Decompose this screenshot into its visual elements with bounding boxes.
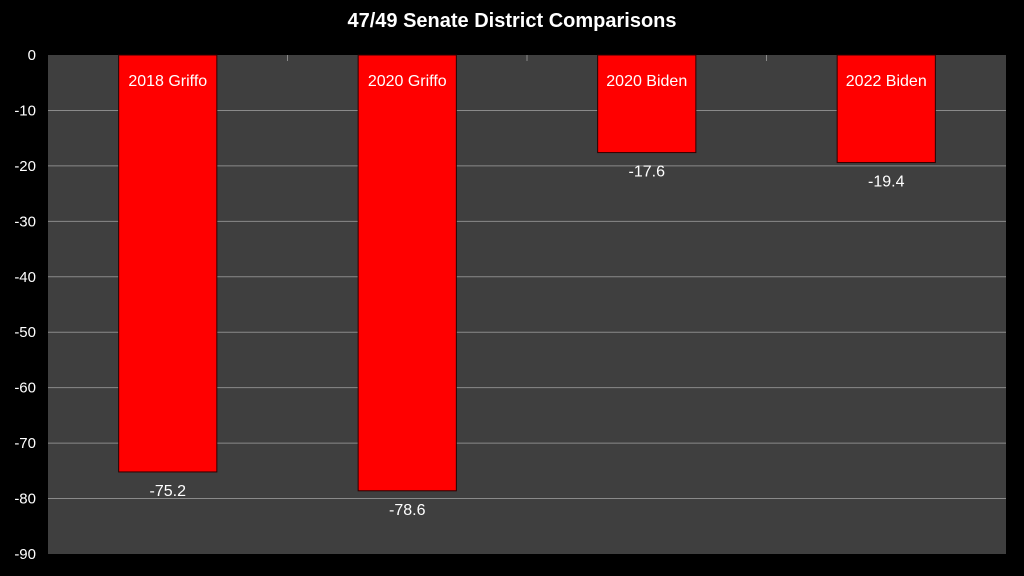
y-tick-label: 0 [28, 47, 36, 64]
y-tick-label: -10 [14, 102, 36, 119]
category-label: 2020 Griffo [368, 73, 447, 90]
y-tick-label: -90 [14, 546, 36, 563]
y-tick-label: -70 [14, 435, 36, 452]
labels: 2018 Griffo -75.2 2020 Griffo -78.6 2020 Bid… [128, 73, 926, 519]
data-label: -17.6 [629, 164, 666, 181]
bars [118, 54, 936, 492]
data-label: -78.6 [389, 502, 426, 519]
category-label: 2018 Griffo [128, 73, 207, 90]
bar [836, 54, 936, 164]
category-label: 2022 Biden [846, 73, 927, 90]
bar [118, 54, 218, 473]
data-label: -75.2 [150, 483, 187, 500]
bar [597, 54, 697, 154]
category-label: 2020 Biden [606, 73, 687, 90]
y-tick-label: -40 [14, 269, 36, 286]
y-tick-label: -30 [14, 213, 36, 230]
bar [357, 54, 457, 492]
y-tick-label: -60 [14, 380, 36, 397]
y-tick-label: -20 [14, 158, 36, 175]
data-label: -19.4 [868, 174, 905, 191]
y-axis: 0 -10 -20 -30 -40 -50 -60 -70 -80 -90 [14, 47, 36, 563]
y-tick-label: -80 [14, 491, 36, 508]
y-tick-label: -50 [14, 324, 36, 341]
chart-title: 47/49 Senate District Comparisons [347, 10, 676, 32]
